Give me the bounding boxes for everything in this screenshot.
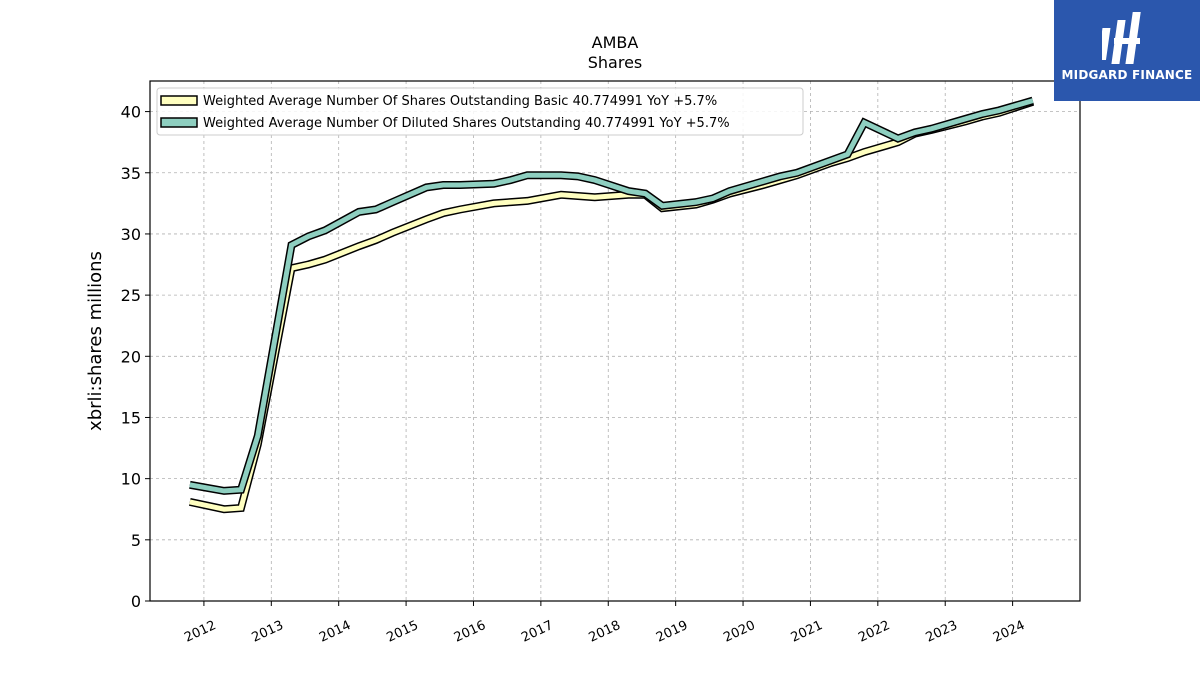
- chart-title: AMBA: [592, 33, 639, 52]
- y-tick-label: 40: [121, 103, 141, 122]
- x-tick-label: 2015: [384, 618, 420, 646]
- legend: Weighted Average Number Of Shares Outsta…: [156, 87, 804, 136]
- x-tick-label: 2021: [789, 618, 825, 646]
- brand-logo: MIDGARD FINANCE: [1054, 0, 1200, 101]
- x-tick-label: 2022: [856, 618, 892, 646]
- y-tick-label: 20: [121, 347, 141, 366]
- chart-subtitle: Shares: [588, 53, 643, 72]
- plot-frame: [149, 80, 1081, 602]
- series-1-outline: [189, 96, 1034, 495]
- y-tick-label: 10: [121, 470, 141, 489]
- legend-entry-label: Weighted Average Number Of Shares Outsta…: [203, 94, 717, 109]
- grid: [150, 81, 1080, 602]
- y-tick-label: 30: [121, 225, 141, 244]
- x-tick-label: 2013: [250, 618, 286, 646]
- series-0-outline: [188, 97, 1035, 514]
- y-tick-label: 5: [131, 531, 141, 550]
- legend-box: [156, 87, 804, 136]
- midgard-logo-icon: [1102, 12, 1141, 64]
- y-tick-label: 35: [121, 164, 141, 183]
- y-tick-label: 25: [121, 286, 141, 305]
- x-tick-label: 2020: [721, 618, 757, 646]
- y-tick-label: 0: [131, 592, 141, 611]
- series-lines: [188, 96, 1035, 514]
- x-tick-label: 2016: [452, 618, 488, 646]
- x-tick-label: 2012: [182, 618, 218, 646]
- y-axis-label: xbrli:shares millions: [85, 251, 106, 431]
- x-tick-label: 2014: [317, 618, 353, 646]
- series-1-line: [189, 98, 1034, 494]
- x-tick-label: 2017: [519, 618, 555, 646]
- x-tick-label: 2023: [924, 618, 960, 646]
- x-tick-label: 2018: [587, 618, 623, 646]
- series-0-line: [189, 99, 1034, 512]
- x-tick-label: 2019: [654, 618, 690, 646]
- axes: 0 5 10 15 20 25 30 35 40 2012 2013 2014 2015 2016 2017…: [121, 80, 1081, 646]
- x-tick-label: 2024: [991, 618, 1027, 646]
- y-tick-label: 15: [121, 408, 141, 427]
- legend-entry-label: Weighted Average Number Of Diluted Share…: [203, 116, 730, 131]
- legend-swatch: [160, 95, 198, 106]
- legend-swatch: [160, 117, 198, 128]
- brand-name: MIDGARD FINANCE: [1061, 68, 1193, 82]
